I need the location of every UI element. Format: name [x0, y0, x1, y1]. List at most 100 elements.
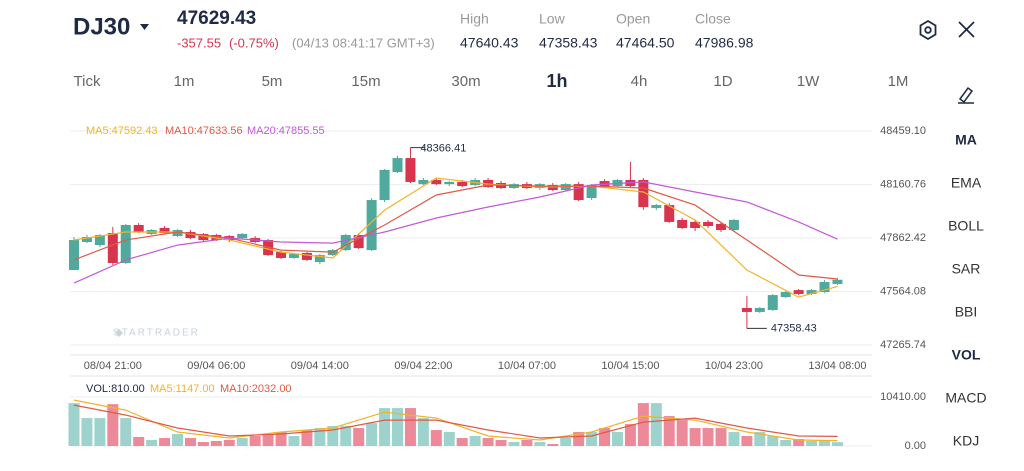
volume-bar: [94, 418, 106, 446]
close-icon[interactable]: [958, 21, 975, 38]
ma-legend: MA5:47592.43: [86, 125, 158, 137]
symbol-dropdown[interactable]: [140, 24, 149, 30]
timeframe-tab[interactable]: 15m: [351, 73, 380, 90]
volume-bar: [547, 444, 559, 446]
volume-bar: [443, 432, 455, 446]
volume-bar: [624, 424, 636, 446]
candle-body: [133, 224, 144, 232]
candle-body: [547, 184, 558, 191]
volume-bar: [275, 432, 287, 446]
timeframe-tab[interactable]: 5m: [262, 73, 283, 90]
indicator-button[interactable]: MACD: [945, 390, 986, 406]
volume-bar: [430, 430, 442, 446]
candle-body: [379, 169, 390, 201]
candle-body: [703, 221, 714, 227]
timeframe-tab[interactable]: Tick: [74, 73, 101, 90]
indicator-button[interactable]: KDJ: [953, 433, 979, 449]
volume-bar: [340, 426, 352, 446]
volume-bar: [663, 416, 675, 446]
volume-bar: [767, 436, 779, 446]
y-tick-label: 47265.74: [880, 339, 926, 351]
indicator-button[interactable]: BBI: [955, 304, 978, 320]
candle-body: [94, 235, 105, 246]
stat-value: 47986.98: [695, 35, 754, 51]
volume-bar: [586, 432, 598, 446]
indicator-button[interactable]: MA: [955, 132, 977, 148]
candle-body: [81, 236, 92, 243]
ma-line: [73, 404, 838, 439]
y-tick-label: 48160.76: [880, 178, 926, 190]
volume-bar: [573, 432, 585, 446]
volume-bar: [172, 434, 184, 446]
volume-bar: [379, 408, 391, 446]
candle-body: [832, 279, 843, 284]
indicator-button[interactable]: SAR: [952, 261, 981, 277]
x-tick-label: 09/04 14:00: [291, 360, 349, 372]
candle-body: [483, 179, 494, 187]
timeframe-tab[interactable]: 1D: [713, 73, 732, 90]
timeframe-tab[interactable]: 1h: [546, 71, 567, 91]
timeframe-tab[interactable]: 4h: [631, 73, 648, 90]
volume-bar: [197, 442, 209, 446]
candle-body: [366, 200, 377, 251]
symbol[interactable]: DJ30: [73, 13, 130, 40]
indicator-button[interactable]: EMA: [951, 175, 982, 191]
volume-bar: [159, 438, 171, 446]
candle-body: [237, 233, 248, 239]
candle-body: [806, 290, 817, 295]
volume-ma-legend: MA5:1147.00: [150, 383, 215, 395]
volume-bar: [611, 432, 623, 446]
stat-label: Close: [695, 11, 731, 27]
volume-bar: [68, 403, 80, 446]
candle-body: [340, 235, 351, 251]
timeframe-tab[interactable]: 1M: [888, 73, 909, 90]
candle-body: [120, 224, 131, 263]
candle-body: [276, 252, 287, 258]
price-change: -357.55: [177, 35, 221, 50]
volume-bar: [482, 438, 494, 446]
timeframe-tab[interactable]: 1m: [174, 73, 195, 90]
volume-bar: [81, 418, 93, 446]
volume-bar: [146, 440, 158, 446]
volume-bar: [741, 436, 753, 446]
settings-icon[interactable]: [919, 19, 937, 41]
x-tick-label: 09/04 06:00: [187, 360, 245, 372]
y-tick-label: 48459.10: [880, 125, 926, 137]
y-tick-label: 47862.42: [880, 232, 926, 244]
price-change-pct: (-0.75%): [229, 35, 279, 50]
timeframe-tab[interactable]: 30m: [451, 73, 480, 90]
volume-bar: [236, 438, 248, 446]
volume-bar: [560, 438, 572, 446]
volume-bar: [262, 434, 274, 446]
low-annotation: 47358.43: [771, 322, 817, 334]
volume-bar: [806, 441, 818, 446]
candle-body: [159, 228, 170, 234]
stat-label: Low: [539, 11, 566, 27]
candle-body: [392, 158, 403, 173]
timeframe-tab[interactable]: 1W: [797, 73, 820, 90]
volume-bar: [353, 428, 365, 446]
indicator-button[interactable]: BOLL: [948, 218, 984, 234]
volume-bar: [728, 432, 740, 446]
candle-body: [664, 205, 675, 222]
volume-bar: [650, 403, 662, 446]
candle-body: [819, 281, 830, 293]
candle-body: [172, 229, 183, 237]
candle-body: [573, 184, 584, 201]
draw-tool-icon[interactable]: [958, 86, 974, 104]
volume-bar: [793, 439, 805, 446]
candle-body: [677, 219, 688, 229]
candle-body: [651, 205, 662, 208]
candle-body: [431, 179, 442, 185]
y-tick-label: 10410.00: [880, 391, 926, 403]
candle-body: [767, 295, 778, 310]
candle-body: [107, 233, 118, 263]
volume-bar: [404, 408, 416, 446]
ma-line: [73, 399, 838, 442]
volume-bar: [495, 440, 507, 446]
volume-bar: [689, 428, 701, 446]
indicator-button[interactable]: VOL: [952, 347, 981, 363]
candle-body: [444, 181, 455, 185]
stat-value: 47464.50: [616, 35, 675, 51]
